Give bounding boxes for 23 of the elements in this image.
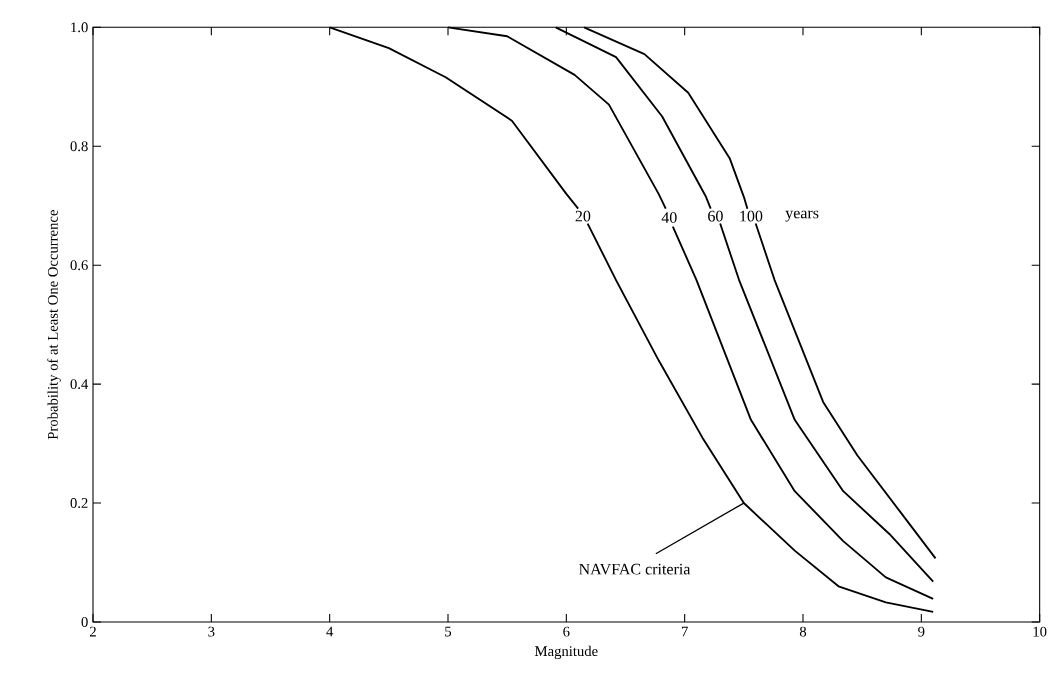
x-tick-label: 5	[445, 626, 452, 637]
x-tick-label: 6	[563, 626, 570, 637]
x-tick-label: 8	[799, 626, 807, 637]
annotation: NAVFAC criteria	[579, 563, 691, 575]
x-tick-label: 7	[681, 626, 688, 637]
y-tick-label: 0.2	[70, 498, 88, 509]
x-axis-title: Magnitude	[534, 645, 598, 660]
y-tick-label: 0.8	[70, 141, 88, 152]
series-label: 20	[575, 210, 591, 222]
x-tick-label: 2	[89, 626, 96, 637]
x-tick-label: 10	[1033, 626, 1047, 637]
y-tick-label: 1.0	[71, 22, 88, 33]
series-label: 40	[661, 212, 677, 223]
y-tick-label: 0	[81, 617, 88, 627]
annotation: years	[785, 210, 819, 222]
y-tick-label: 0.6	[70, 260, 88, 271]
series-label: 60	[708, 210, 723, 222]
y-axis-title: Probability of at Least One Occurrence	[47, 210, 61, 440]
x-tick-label: 9	[918, 626, 925, 637]
series-label: 100	[740, 210, 763, 222]
x-tick-label: 4	[326, 626, 334, 637]
x-tick-label: 3	[208, 626, 215, 637]
y-tick-label: 0.4	[70, 379, 89, 390]
